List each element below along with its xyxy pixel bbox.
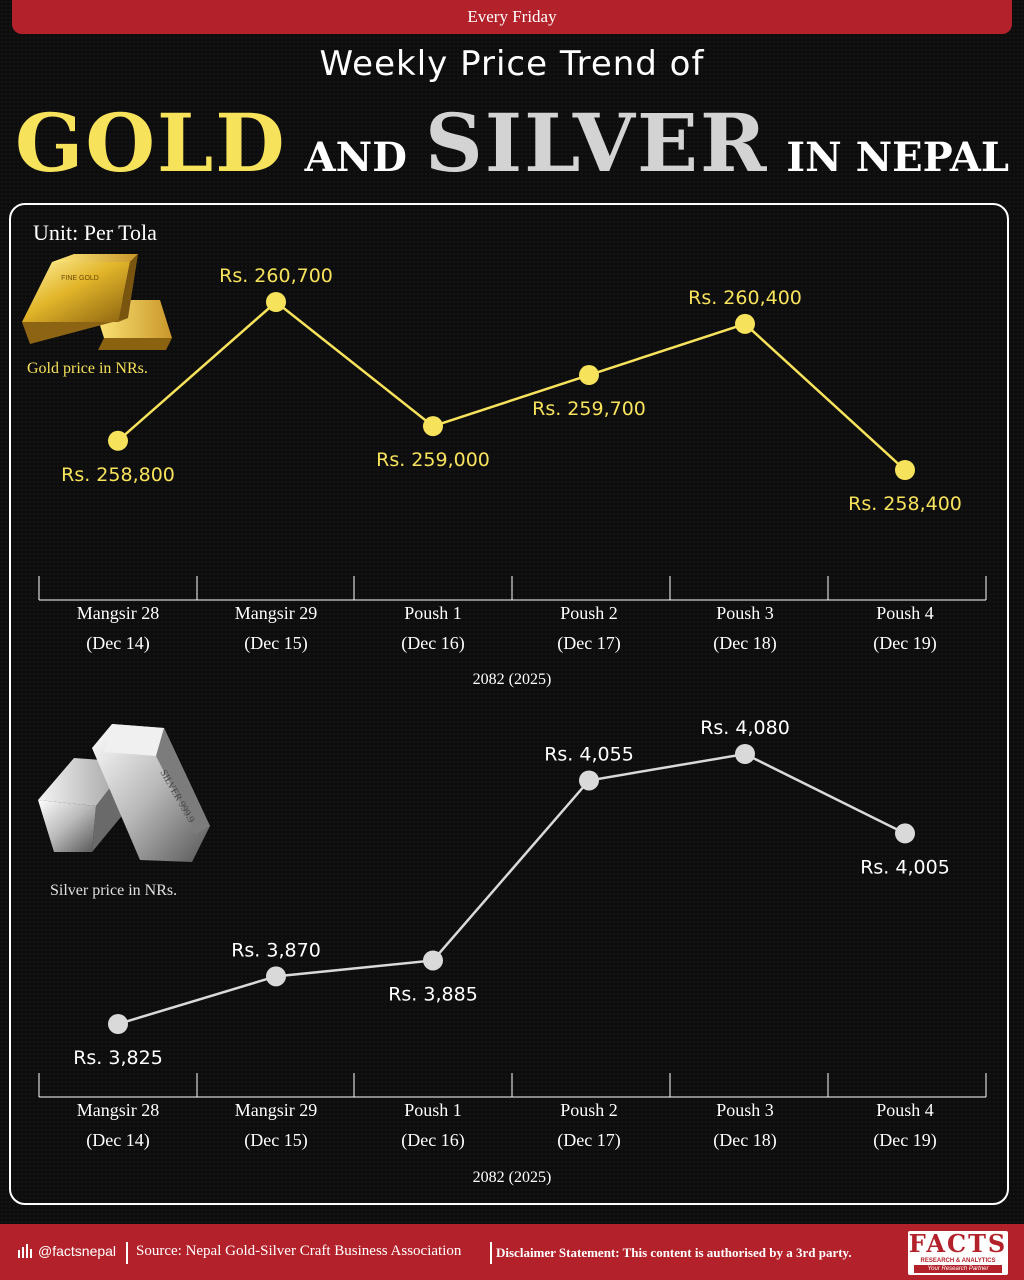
gold-data-point <box>735 313 755 334</box>
silver-data-point <box>108 1014 128 1034</box>
title-line1: Weekly Price Trend of <box>319 44 705 84</box>
gold-category-date: (Dec 14) <box>86 633 149 654</box>
gold-value-label: Rs. 258,400 <box>848 493 962 515</box>
silver-category-label: Mangsir 29 <box>235 1100 318 1120</box>
gold-data-point <box>579 365 599 386</box>
silver-category-label: Poush 1 <box>404 1100 462 1120</box>
title-gold: GOLD <box>15 96 287 190</box>
unit-label: Unit: Per Tola <box>33 220 157 245</box>
silver-value-label: Rs. 4,005 <box>860 856 950 878</box>
logo-tagline: Your Research Partner <box>914 1265 1002 1273</box>
social-handle[interactable]: @factsnepal <box>18 1243 116 1259</box>
silver-category-date: (Dec 15) <box>244 1130 307 1151</box>
footer-divider <box>126 1242 128 1264</box>
gold-x-axis-title: 2082 (2025) <box>473 671 552 688</box>
gold-category-date: (Dec 17) <box>557 633 620 654</box>
silver-category-label: Mangsir 28 <box>77 1100 160 1120</box>
disclaimer-text: Disclaimer Statement: This content is au… <box>496 1245 852 1260</box>
facts-logo: FACTS RESEARCH & ANALYTICS Your Research… <box>908 1231 1008 1275</box>
silver-category-date: (Dec 17) <box>557 1130 620 1151</box>
title-main: GOLD AND SILVER IN NEPAL <box>0 96 1024 190</box>
gold-data-point <box>423 416 443 437</box>
silver-category-date: (Dec 19) <box>873 1130 936 1151</box>
chart-panel <box>9 203 1009 1205</box>
gold-value-label: Rs. 259,000 <box>376 449 490 471</box>
gold-category-label: Poush 2 <box>560 603 618 623</box>
gold-data-point <box>895 460 915 480</box>
silver-category-label: Poush 4 <box>876 1100 934 1120</box>
handle-text: @factsnepal <box>38 1243 117 1259</box>
silver-value-label: Rs. 3,885 <box>388 983 478 1005</box>
gold-category-label: Mangsir 28 <box>77 603 160 623</box>
bar-chart-icon <box>18 1244 32 1258</box>
top-banner: Every Friday <box>12 0 1012 34</box>
gold-value-label: Rs. 260,700 <box>219 265 333 287</box>
silver-value-label: Rs. 4,055 <box>544 743 634 765</box>
title-in-nepal: IN NEPAL <box>786 134 1009 181</box>
gold-category-date: (Dec 19) <box>873 633 936 654</box>
silver-category-label: Poush 3 <box>716 1100 774 1120</box>
title-silver: SILVER <box>424 96 769 190</box>
logo-sub-text: RESEARCH & ANALYTICS <box>920 1258 996 1264</box>
footer-divider <box>490 1242 492 1264</box>
gold-category-label: Poush 1 <box>404 603 462 623</box>
source-text: Source: Nepal Gold-Silver Craft Business… <box>136 1243 462 1259</box>
silver-data-point <box>735 744 755 764</box>
gold-value-label: Rs. 259,700 <box>532 398 646 420</box>
title-and: AND <box>304 134 407 181</box>
silver-category-date: (Dec 16) <box>401 1130 464 1151</box>
gold-series-line <box>117 300 906 471</box>
silver-data-point <box>895 823 915 844</box>
gold-category-date: (Dec 16) <box>401 633 464 654</box>
silver-category-label: Poush 2 <box>560 1100 618 1120</box>
silver-x-axis-title: 2082 (2025) <box>473 1169 552 1186</box>
gold-category-label: Mangsir 29 <box>235 603 318 623</box>
silver-value-label: Rs. 3,870 <box>231 939 321 961</box>
gold-value-label: Rs. 260,400 <box>688 287 802 309</box>
gold-value-label: Rs. 258,800 <box>61 464 175 486</box>
silver-data-point <box>579 770 599 791</box>
footer: @factsnepal Source: Nepal Gold-Silver Cr… <box>0 1224 1024 1280</box>
silver-data-point <box>266 966 286 987</box>
silver-caption: Silver price in NRs. <box>50 882 178 899</box>
gold-category-date: (Dec 15) <box>244 633 307 654</box>
logo-main-text: FACTS <box>908 1229 1008 1258</box>
silver-value-label: Rs. 3,825 <box>73 1047 163 1069</box>
silver-category-date: (Dec 18) <box>713 1130 776 1151</box>
silver-category-date: (Dec 14) <box>86 1130 149 1151</box>
gold-data-point <box>108 430 128 451</box>
gold-data-point <box>266 292 286 312</box>
gold-caption: Gold price in NRs. <box>27 360 148 377</box>
gold-category-label: Poush 3 <box>716 603 774 623</box>
silver-value-label: Rs. 4,080 <box>700 717 790 739</box>
gold-category-label: Poush 4 <box>876 603 934 623</box>
silver-data-point <box>423 950 443 971</box>
gold-category-date: (Dec 18) <box>713 633 776 654</box>
silver-series-line <box>117 752 906 1026</box>
